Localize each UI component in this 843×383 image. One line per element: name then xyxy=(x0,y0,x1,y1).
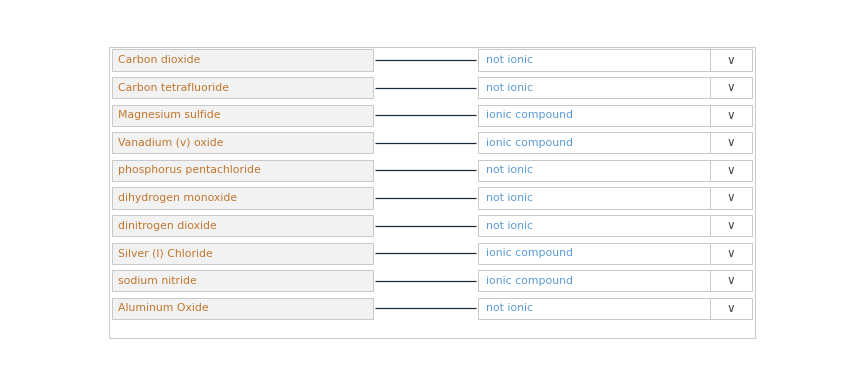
Text: ionic compound: ionic compound xyxy=(486,138,572,148)
Text: ∨: ∨ xyxy=(727,109,735,122)
FancyBboxPatch shape xyxy=(112,187,373,209)
Text: not ionic: not ionic xyxy=(486,193,533,203)
Text: not ionic: not ionic xyxy=(486,165,533,175)
Text: Magnesium sulfide: Magnesium sulfide xyxy=(118,110,221,120)
FancyBboxPatch shape xyxy=(710,187,752,209)
Text: ionic compound: ionic compound xyxy=(486,248,572,258)
FancyBboxPatch shape xyxy=(478,132,710,154)
Text: not ionic: not ionic xyxy=(486,221,533,231)
FancyBboxPatch shape xyxy=(710,160,752,181)
FancyBboxPatch shape xyxy=(478,242,710,264)
FancyBboxPatch shape xyxy=(478,49,710,71)
FancyBboxPatch shape xyxy=(710,215,752,236)
Text: dinitrogen dioxide: dinitrogen dioxide xyxy=(118,221,217,231)
FancyBboxPatch shape xyxy=(478,215,710,236)
Text: Silver (I) Chloride: Silver (I) Chloride xyxy=(118,248,213,258)
Text: ∨: ∨ xyxy=(727,274,735,287)
FancyBboxPatch shape xyxy=(710,298,752,319)
FancyBboxPatch shape xyxy=(710,105,752,126)
Text: ionic compound: ionic compound xyxy=(486,276,572,286)
Text: ∨: ∨ xyxy=(727,164,735,177)
FancyBboxPatch shape xyxy=(112,132,373,154)
FancyBboxPatch shape xyxy=(112,242,373,264)
FancyBboxPatch shape xyxy=(112,270,373,291)
Text: ∨: ∨ xyxy=(727,219,735,232)
FancyBboxPatch shape xyxy=(112,77,373,98)
Text: ∨: ∨ xyxy=(727,136,735,149)
Text: ionic compound: ionic compound xyxy=(486,110,572,120)
Text: ∨: ∨ xyxy=(727,54,735,67)
FancyBboxPatch shape xyxy=(478,160,710,181)
FancyBboxPatch shape xyxy=(112,160,373,181)
Text: ∨: ∨ xyxy=(727,247,735,260)
FancyBboxPatch shape xyxy=(112,105,373,126)
FancyBboxPatch shape xyxy=(112,215,373,236)
FancyBboxPatch shape xyxy=(478,270,710,291)
Text: sodium nitride: sodium nitride xyxy=(118,276,197,286)
Text: Vanadium (v) oxide: Vanadium (v) oxide xyxy=(118,138,224,148)
FancyBboxPatch shape xyxy=(710,270,752,291)
Text: Carbon dioxide: Carbon dioxide xyxy=(118,55,201,65)
FancyBboxPatch shape xyxy=(478,187,710,209)
FancyBboxPatch shape xyxy=(710,77,752,98)
FancyBboxPatch shape xyxy=(710,132,752,154)
FancyBboxPatch shape xyxy=(112,49,373,71)
Text: dihydrogen monoxide: dihydrogen monoxide xyxy=(118,193,238,203)
FancyBboxPatch shape xyxy=(710,49,752,71)
Text: Carbon tetrafluoride: Carbon tetrafluoride xyxy=(118,83,229,93)
Text: ∨: ∨ xyxy=(727,192,735,205)
Text: Aluminum Oxide: Aluminum Oxide xyxy=(118,303,209,313)
Text: not ionic: not ionic xyxy=(486,83,533,93)
Text: not ionic: not ionic xyxy=(486,303,533,313)
FancyBboxPatch shape xyxy=(478,298,710,319)
Text: ∨: ∨ xyxy=(727,302,735,315)
Text: not ionic: not ionic xyxy=(486,55,533,65)
Text: phosphorus pentachloride: phosphorus pentachloride xyxy=(118,165,261,175)
FancyBboxPatch shape xyxy=(478,77,710,98)
Text: ∨: ∨ xyxy=(727,81,735,94)
FancyBboxPatch shape xyxy=(710,242,752,264)
FancyBboxPatch shape xyxy=(478,105,710,126)
FancyBboxPatch shape xyxy=(112,298,373,319)
